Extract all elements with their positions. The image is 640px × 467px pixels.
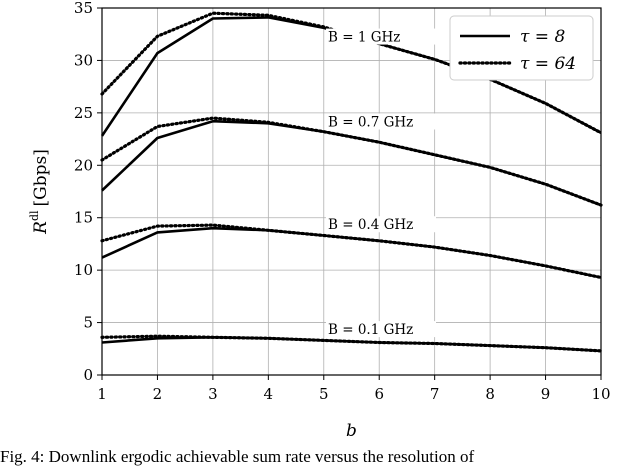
series-line-tau8 xyxy=(101,226,602,279)
legend-label: τ = 8 xyxy=(520,27,565,47)
figure-caption: Fig. 4: Downlink ergodic achievable sum … xyxy=(0,447,475,466)
y-tick-label: 0 xyxy=(83,366,93,384)
x-tick-label: 9 xyxy=(541,385,551,403)
annotation-background xyxy=(326,321,436,338)
x-axis-label: b xyxy=(346,421,357,441)
y-tick-label: 20 xyxy=(74,156,93,174)
y-tick-label: 10 xyxy=(74,261,93,279)
annotation-background xyxy=(326,216,436,233)
y-axis-label-symbol: R xyxy=(31,221,51,235)
axis-ticks: 1 2 3 4 5 6 7 8 9 10 0 5 10 15 20 25 30 35 xyxy=(74,0,611,403)
series-lines xyxy=(100,11,603,353)
curve-annotation: B = 0.7 GHz xyxy=(328,114,413,130)
plot-frame xyxy=(101,7,602,376)
annotation-background xyxy=(326,113,436,130)
chart: 1 2 3 4 5 6 7 8 9 10 0 5 10 15 20 25 30 35 B = 1 GHz B = 0… xyxy=(28,0,611,441)
x-tick-label: 8 xyxy=(485,385,495,403)
curve-annotation: B = 0.1 GHz xyxy=(328,322,413,338)
series-line-tau8 xyxy=(101,335,602,353)
curve-annotation: B = 0.4 GHz xyxy=(328,217,413,233)
y-tick-label: 15 xyxy=(74,209,93,227)
x-tick-label: 7 xyxy=(430,385,440,403)
y-tick-label: 5 xyxy=(83,314,93,332)
x-tick-label: 2 xyxy=(153,385,163,403)
curve-annotation: B = 1 GHz xyxy=(328,30,400,46)
annotation-background xyxy=(326,28,436,45)
curve-annotations: B = 1 GHz B = 0.7 GHz B = 0.4 GHz B = 0.1 G… xyxy=(326,28,436,338)
legend-label: τ = 64 xyxy=(520,54,576,74)
y-axis-label-superscript: dl xyxy=(28,210,41,221)
y-tick-label: 30 xyxy=(74,51,93,69)
x-tick-label: 1 xyxy=(97,385,107,403)
x-tick-label: 4 xyxy=(264,385,274,403)
y-tick-label: 25 xyxy=(74,104,93,122)
y-tick-label: 35 xyxy=(74,0,93,17)
x-tick-label: 3 xyxy=(208,385,218,403)
series-line-tau8 xyxy=(101,119,602,207)
y-axis-label-unit: [Gbps] xyxy=(31,149,51,206)
legend: τ = 8 τ = 64 xyxy=(449,15,594,81)
x-tick-label: 10 xyxy=(591,385,610,403)
x-tick-label: 6 xyxy=(374,385,384,403)
x-tick-label: 5 xyxy=(319,385,329,403)
y-axis-label: Rdl [Gbps] xyxy=(28,149,51,235)
